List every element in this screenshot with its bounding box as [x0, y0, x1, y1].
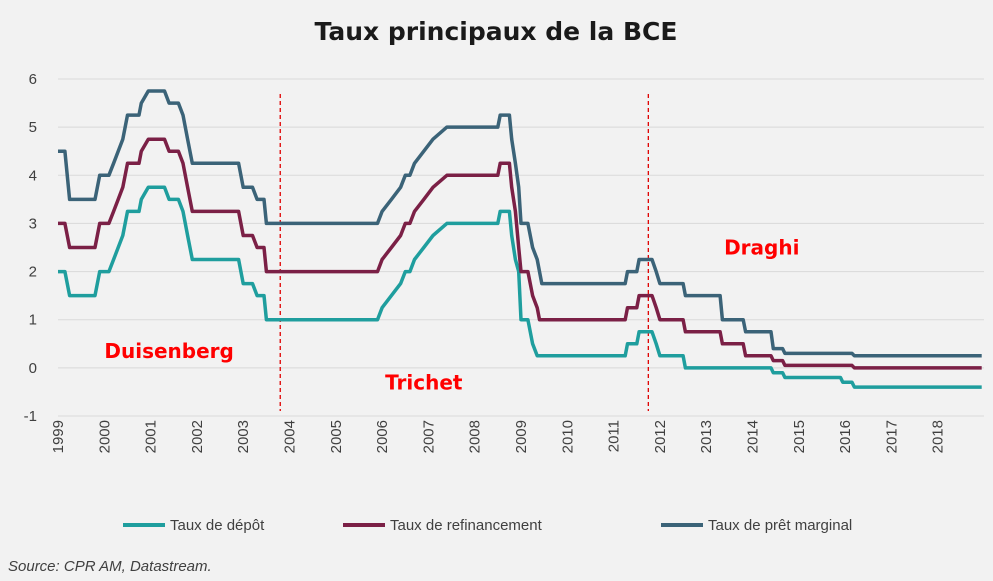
- legend-label: Taux de refinancement: [390, 517, 543, 534]
- era-label: Duisenberg: [104, 339, 233, 363]
- x-tick-label: 2001: [143, 420, 160, 453]
- x-tick-label: 2002: [189, 420, 206, 453]
- y-tick-label: -1: [24, 408, 37, 425]
- x-tick-label: 2007: [420, 420, 437, 453]
- era-dividers: [279, 94, 649, 411]
- era-label: Trichet: [385, 371, 463, 395]
- series-group: [58, 89, 982, 389]
- legend-label: Taux de dépôt: [170, 517, 265, 534]
- x-tick-label: 2000: [96, 420, 113, 453]
- x-tick-label: 1999: [50, 420, 67, 453]
- x-tick-label: 2010: [559, 420, 576, 453]
- y-tick-label: 3: [29, 215, 37, 232]
- x-tick-label: 2017: [883, 420, 900, 453]
- x-tick-label: 2018: [930, 420, 947, 453]
- x-tick-label: 2009: [513, 420, 530, 453]
- legend: Taux de dépôt Taux de refinancement Taux d…: [123, 517, 852, 534]
- x-tick-label: 2011: [606, 420, 623, 452]
- y-tick-label: 1: [29, 312, 37, 329]
- x-tick-label: 2004: [282, 420, 299, 453]
- y-tick-label: 2: [29, 264, 37, 281]
- x-tick-label: 2016: [837, 420, 854, 453]
- x-tick-label: 2014: [745, 420, 762, 453]
- x-tick-label: 2005: [328, 420, 345, 453]
- era-label: Draghi: [724, 236, 799, 260]
- y-tick-label: 6: [29, 71, 37, 88]
- series-line-1: [58, 137, 982, 370]
- x-tick-label: 2013: [698, 420, 715, 453]
- x-tick-label: 2006: [374, 420, 391, 453]
- source-note: Source: CPR AM, Datastream.: [8, 558, 212, 575]
- x-axis-ticks: 1999 2000 2001 2002 2003 2004 2005 2006 2007 2008…: [50, 420, 947, 453]
- y-tick-label: 4: [29, 167, 37, 184]
- x-tick-label: 2008: [467, 420, 484, 453]
- y-tick-label: 5: [29, 119, 37, 136]
- series-line-2: [58, 89, 982, 358]
- x-tick-label: 2015: [791, 420, 808, 453]
- legend-label: Taux de prêt marginal: [708, 517, 852, 534]
- annotations: Duisenberg Trichet Draghi: [104, 236, 799, 395]
- series-line-0: [58, 185, 982, 389]
- y-axis-ticks: -1 0 1 2 3 4 5 6: [24, 71, 37, 425]
- y-tick-label: 0: [29, 360, 37, 377]
- x-tick-label: 2012: [652, 420, 669, 453]
- chart-title: Taux principaux de la BCE: [315, 17, 678, 46]
- x-tick-label: 2003: [235, 420, 252, 453]
